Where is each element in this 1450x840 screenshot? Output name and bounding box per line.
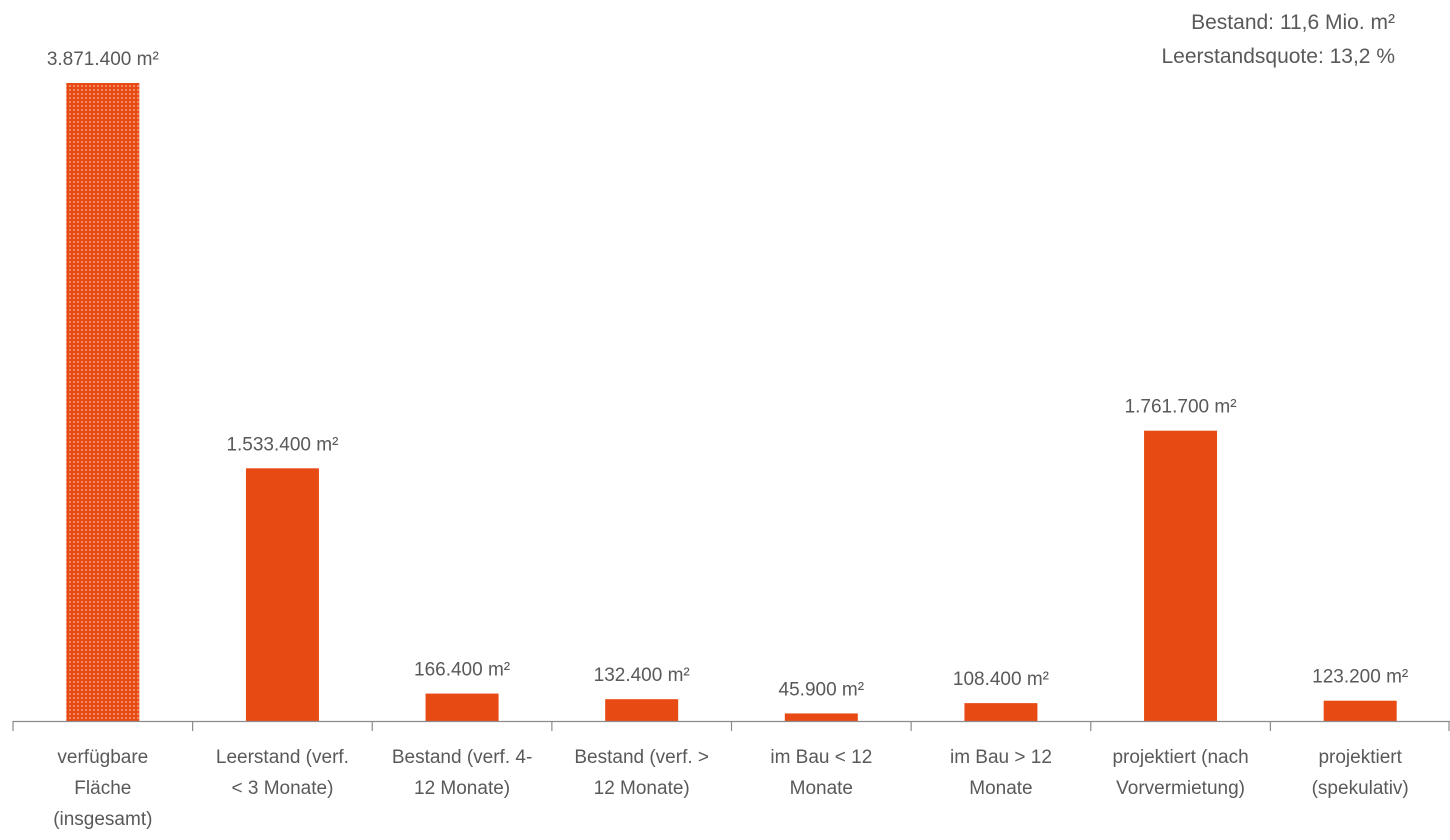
data-label-5: 45.900 m² [779,679,865,700]
data-label-8: 123.200 m² [1312,667,1408,688]
data-label-4: 132.400 m² [594,665,690,686]
bar-2 [245,468,319,721]
note-leerstandsquote: Leerstandsquote: 13,2 % [1161,45,1395,68]
data-label-3: 166.400 m² [414,660,510,681]
note-bestand: Bestand: 11,6 Mio. m² [1191,11,1395,34]
x-axis [12,720,1450,731]
bar-6 [964,703,1038,721]
bar-1 [66,83,140,721]
x-tick-label-8: projektiert (spekulativ) [1312,747,1409,799]
data-label-2: 1.533.400 m² [226,434,338,455]
data-label-6: 108.400 m² [953,669,1049,690]
bar-3 [425,693,499,721]
x-tick-label-2: Leerstand (verf. < 3 Monate) [216,747,349,799]
value-labels-layer: 3.871.400 m² 1.533.400 m² 166.400 m² 132.40… [47,49,1408,700]
bar-7 [1144,430,1218,721]
x-tick-label-6: im Bau > 12 Monate [950,747,1052,799]
x-tick-label-7: projektiert (nach Vorvermietung) [1112,747,1248,799]
bar-8 [1323,700,1397,721]
category-labels-layer: verfügbare Fläche (insgesamt) Leerstand (ve… [53,747,1409,830]
bars-layer [66,83,1397,721]
x-tick-label-4: Bestand (verf. >12 Monate) [574,747,709,799]
data-label-7: 1.761.700 m² [1125,397,1237,418]
x-tick-label-1: verfügbare Fläche (insgesamt) [53,747,152,830]
data-label-1: 3.871.400 m² [47,49,159,70]
bar-5 [784,713,858,721]
x-tick-label-5: im Bau < 12 Monate [770,747,872,799]
bar-4 [605,699,679,721]
x-tick-label-3: Bestand (verf. 4-12 Monate) [392,747,532,799]
